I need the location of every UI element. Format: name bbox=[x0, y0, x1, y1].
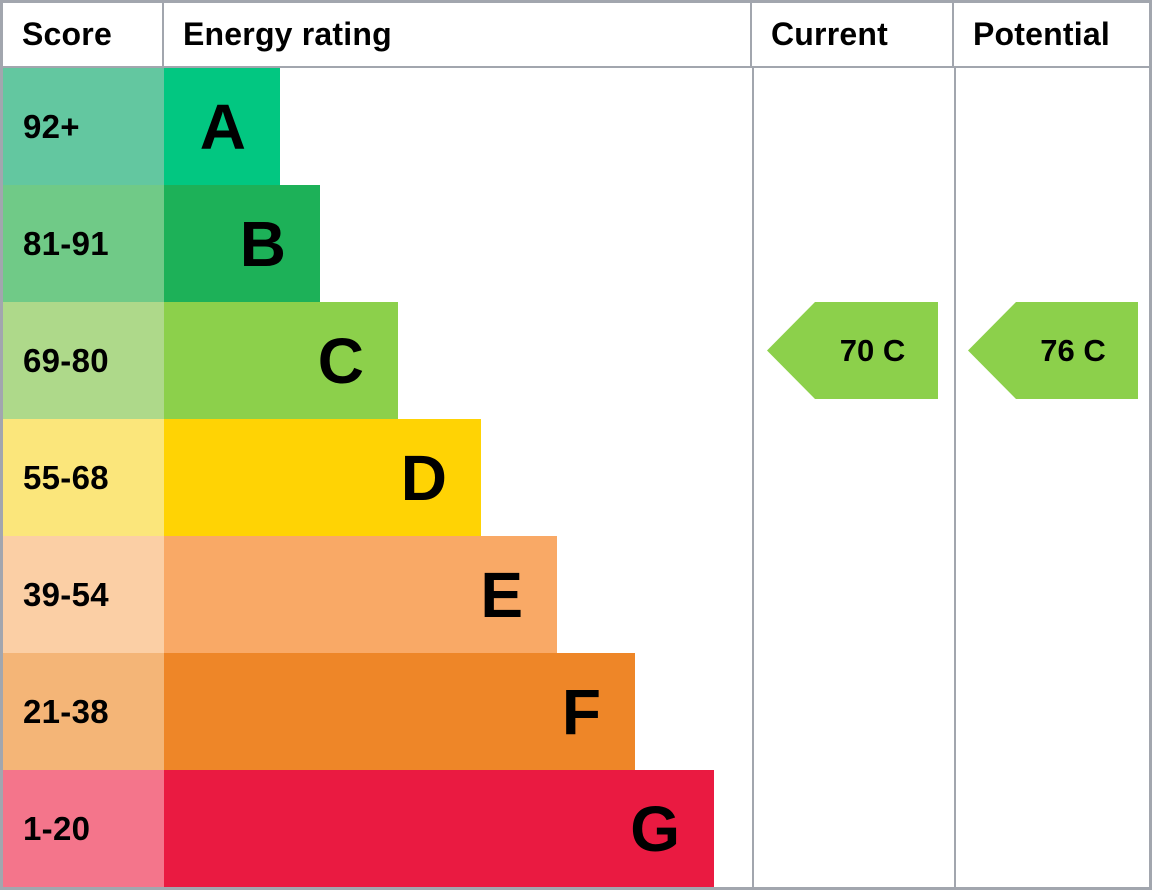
header-potential: Potential bbox=[952, 3, 1149, 66]
band-rows: 92+ A 81-91 B 69-80 C 55-68 bbox=[3, 68, 752, 887]
band-letter-d: D bbox=[400, 441, 447, 514]
band-bar-a: A bbox=[164, 68, 280, 185]
band-bar-e: E bbox=[164, 536, 557, 653]
potential-column bbox=[954, 68, 1149, 887]
header-row: Score Energy rating Current Potential bbox=[3, 3, 1149, 68]
header-score: Score bbox=[3, 3, 164, 66]
band-bar-d: D bbox=[164, 419, 481, 536]
header-energy-rating: Energy rating bbox=[183, 16, 392, 52]
band-bar-c: C bbox=[164, 302, 398, 419]
current-column bbox=[752, 68, 954, 887]
band-letter-g: G bbox=[630, 792, 680, 865]
band-letter-a: A bbox=[199, 90, 246, 163]
band-row-d: 55-68 D bbox=[3, 419, 752, 536]
current-rating-label: 70 C bbox=[839, 332, 906, 368]
band-bar-f: F bbox=[164, 653, 635, 770]
band-row-c: 69-80 C bbox=[3, 302, 752, 419]
score-range-d: 55-68 bbox=[3, 419, 164, 536]
score-range-e: 39-54 bbox=[3, 536, 164, 653]
score-range-c: 69-80 bbox=[3, 302, 164, 419]
score-range-b: 81-91 bbox=[3, 185, 164, 302]
header-current: Current bbox=[750, 3, 952, 66]
chart-body: 92+ A 81-91 B 69-80 C 55-68 bbox=[3, 68, 1149, 887]
score-range-a: 92+ bbox=[3, 68, 164, 185]
score-range-f: 21-38 bbox=[3, 653, 164, 770]
band-bar-g: G bbox=[164, 770, 714, 887]
band-letter-f: F bbox=[561, 675, 601, 748]
band-row-e: 39-54 E bbox=[3, 536, 752, 653]
band-bar-b: B bbox=[164, 185, 320, 302]
band-row-g: 1-20 G bbox=[3, 770, 752, 887]
band-letter-b: B bbox=[239, 207, 286, 280]
band-row-a: 92+ A bbox=[3, 68, 752, 185]
score-range-g: 1-20 bbox=[3, 770, 164, 887]
band-letter-e: E bbox=[480, 558, 523, 631]
band-row-b: 81-91 B bbox=[3, 185, 752, 302]
band-letter-c: C bbox=[317, 324, 364, 397]
potential-rating-label: 76 C bbox=[1040, 332, 1106, 368]
band-row-f: 21-38 F bbox=[3, 653, 752, 770]
